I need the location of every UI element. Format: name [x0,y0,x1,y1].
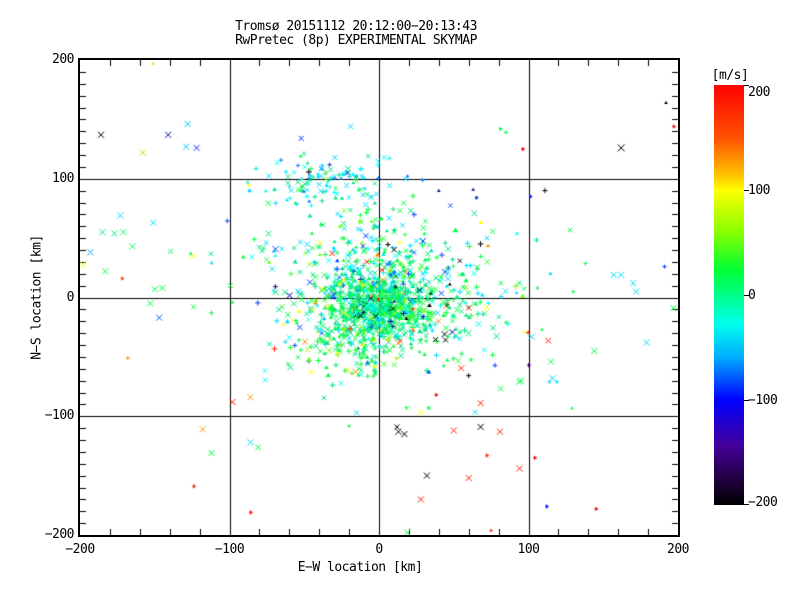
x-axis-label: E−W location [km] [297,560,423,575]
colorbar-tick-mark [744,400,749,401]
x-tick-label: 0 [375,542,383,557]
y-tick-label: 0 [66,289,75,305]
plot-area [78,58,680,537]
x-tick-label: −200 [65,542,95,557]
colorbar-tick-label: 100 [748,183,770,198]
y-tick-label: 200 [52,52,74,67]
colorbar-tick-mark [744,85,749,86]
x-tick-label: −100 [214,542,245,557]
colorbar-tick-label: 0 [748,288,756,303]
colorbar-tick-mark [744,295,749,296]
scatter-canvas [80,60,678,535]
colorbar-unit-label: [m/s] [711,68,749,83]
y-tick-label: 100 [52,170,74,186]
colorbar-tick-label: −100 [748,393,778,408]
colorbar [714,85,744,505]
plot-title-line2: RwPretec (8p) EXPERIMENTAL SKYMAP [235,33,477,48]
y-tick-label: −200 [44,527,75,542]
x-tick-label: 200 [667,542,689,557]
plot-title: Tromsø 20151112 20:12:00−20:13:43 RwPret… [56,20,656,48]
x-tick-label: 100 [517,542,540,557]
colorbar-tick-mark [744,190,749,191]
plot-title-line1: Tromsø 20151112 20:12:00−20:13:43 [235,19,477,34]
y-axis-label: N−S location [km] [29,235,45,360]
colorbar-tick-label: −200 [748,495,778,510]
colorbar-tick-mark [744,504,749,505]
y-tick-label: −100 [44,408,75,424]
colorbar-tick-label: 200 [748,85,770,100]
